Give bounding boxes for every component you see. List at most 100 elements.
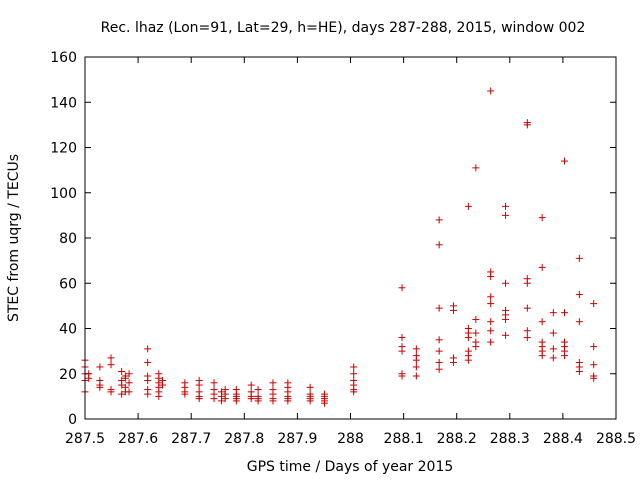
data-point <box>217 397 225 405</box>
y-axis-ticks: 0 20 40 60 80 100 120 140 160 <box>50 50 616 428</box>
data-point <box>450 306 458 314</box>
data-point <box>159 381 167 389</box>
data-point <box>435 241 443 249</box>
data-point <box>590 374 598 382</box>
data-point <box>210 395 218 403</box>
data-point <box>269 397 277 405</box>
data-point <box>464 202 472 210</box>
data-point <box>107 388 115 396</box>
data-point <box>247 395 255 403</box>
data-point <box>523 121 531 129</box>
data-point <box>472 343 480 351</box>
data-point <box>435 347 443 355</box>
data-point <box>195 395 203 403</box>
data-point <box>538 263 546 271</box>
data-point <box>464 334 472 342</box>
data-point <box>502 331 510 339</box>
x-tick-label: 287.6 <box>118 431 158 447</box>
data-point <box>221 395 229 403</box>
chart-title: Rec. lhaz (Lon=91, Lat=29, h=HE), days 2… <box>101 20 586 36</box>
data-point <box>487 338 495 346</box>
data-point <box>549 345 557 353</box>
data-point <box>560 157 568 165</box>
y-tick-label: 120 <box>50 141 77 157</box>
data-point <box>538 352 546 360</box>
data-point <box>472 315 480 323</box>
data-point <box>502 279 510 287</box>
data-point <box>144 358 152 366</box>
data-point <box>487 87 495 95</box>
data-point <box>85 374 93 382</box>
data-point <box>125 370 133 378</box>
data-point <box>523 279 531 287</box>
data-point <box>412 372 420 380</box>
data-point <box>560 352 568 360</box>
data-point <box>96 363 104 371</box>
y-tick-label: 40 <box>59 322 77 338</box>
data-point <box>487 318 495 326</box>
data-point <box>590 361 598 369</box>
data-point <box>269 379 277 387</box>
data-point <box>398 347 406 355</box>
data-point <box>254 386 262 394</box>
x-tick-label: 287.5 <box>65 431 105 447</box>
data-point <box>502 202 510 210</box>
data-point <box>350 363 358 371</box>
plot-frame <box>84 56 617 420</box>
data-point <box>118 367 126 375</box>
data-point <box>549 354 557 362</box>
data-point <box>398 372 406 380</box>
x-tick-label: 287.7 <box>171 431 211 447</box>
data-point <box>450 358 458 366</box>
data-point <box>435 304 443 312</box>
data-point <box>181 390 189 398</box>
data-point <box>398 284 406 292</box>
x-axis-label: GPS time / Days of year 2015 <box>247 459 454 475</box>
data-point <box>435 365 443 373</box>
data-point <box>398 334 406 342</box>
x-tick-label: 287.9 <box>277 431 317 447</box>
x-tick-label: 288.2 <box>437 431 477 447</box>
data-point <box>575 367 583 375</box>
x-axis-ticks: 287.5 287.6 287.7 287.8 287.9 288 288.1 288.2 28… <box>65 57 636 447</box>
data-point <box>412 356 420 364</box>
data-point <box>472 164 480 172</box>
data-point <box>502 315 510 323</box>
data-point <box>118 381 126 389</box>
data-point <box>144 377 152 385</box>
y-tick-label: 140 <box>50 95 77 111</box>
data-point <box>523 304 531 312</box>
x-tick-label: 287.8 <box>224 431 264 447</box>
data-point <box>487 272 495 280</box>
y-tick-label: 0 <box>68 412 77 428</box>
x-tick-label: 288.5 <box>596 431 636 447</box>
data-point <box>560 309 568 317</box>
data-point <box>435 336 443 344</box>
y-tick-label: 100 <box>50 186 77 202</box>
data-point <box>575 318 583 326</box>
y-tick-label: 20 <box>59 367 77 383</box>
data-point <box>538 214 546 222</box>
y-axis-label: STEC from uqrg / TECUs <box>6 154 22 322</box>
data-point <box>590 343 598 351</box>
data-point <box>523 334 531 342</box>
data-point <box>306 383 314 391</box>
data-point <box>575 291 583 299</box>
data-point <box>487 300 495 308</box>
data-point <box>435 358 443 366</box>
data-point <box>575 254 583 262</box>
data-point <box>487 293 495 301</box>
y-tick-label: 60 <box>59 276 77 292</box>
data-point <box>538 318 546 326</box>
data-point <box>590 300 598 308</box>
data-point <box>107 354 115 362</box>
data-point <box>487 327 495 335</box>
data-point <box>144 390 152 398</box>
x-tick-label: 288.1 <box>384 431 424 447</box>
data-points <box>81 87 598 407</box>
data-point <box>350 388 358 396</box>
data-point <box>155 392 163 400</box>
data-point <box>118 390 126 398</box>
y-tick-label: 80 <box>59 231 77 247</box>
